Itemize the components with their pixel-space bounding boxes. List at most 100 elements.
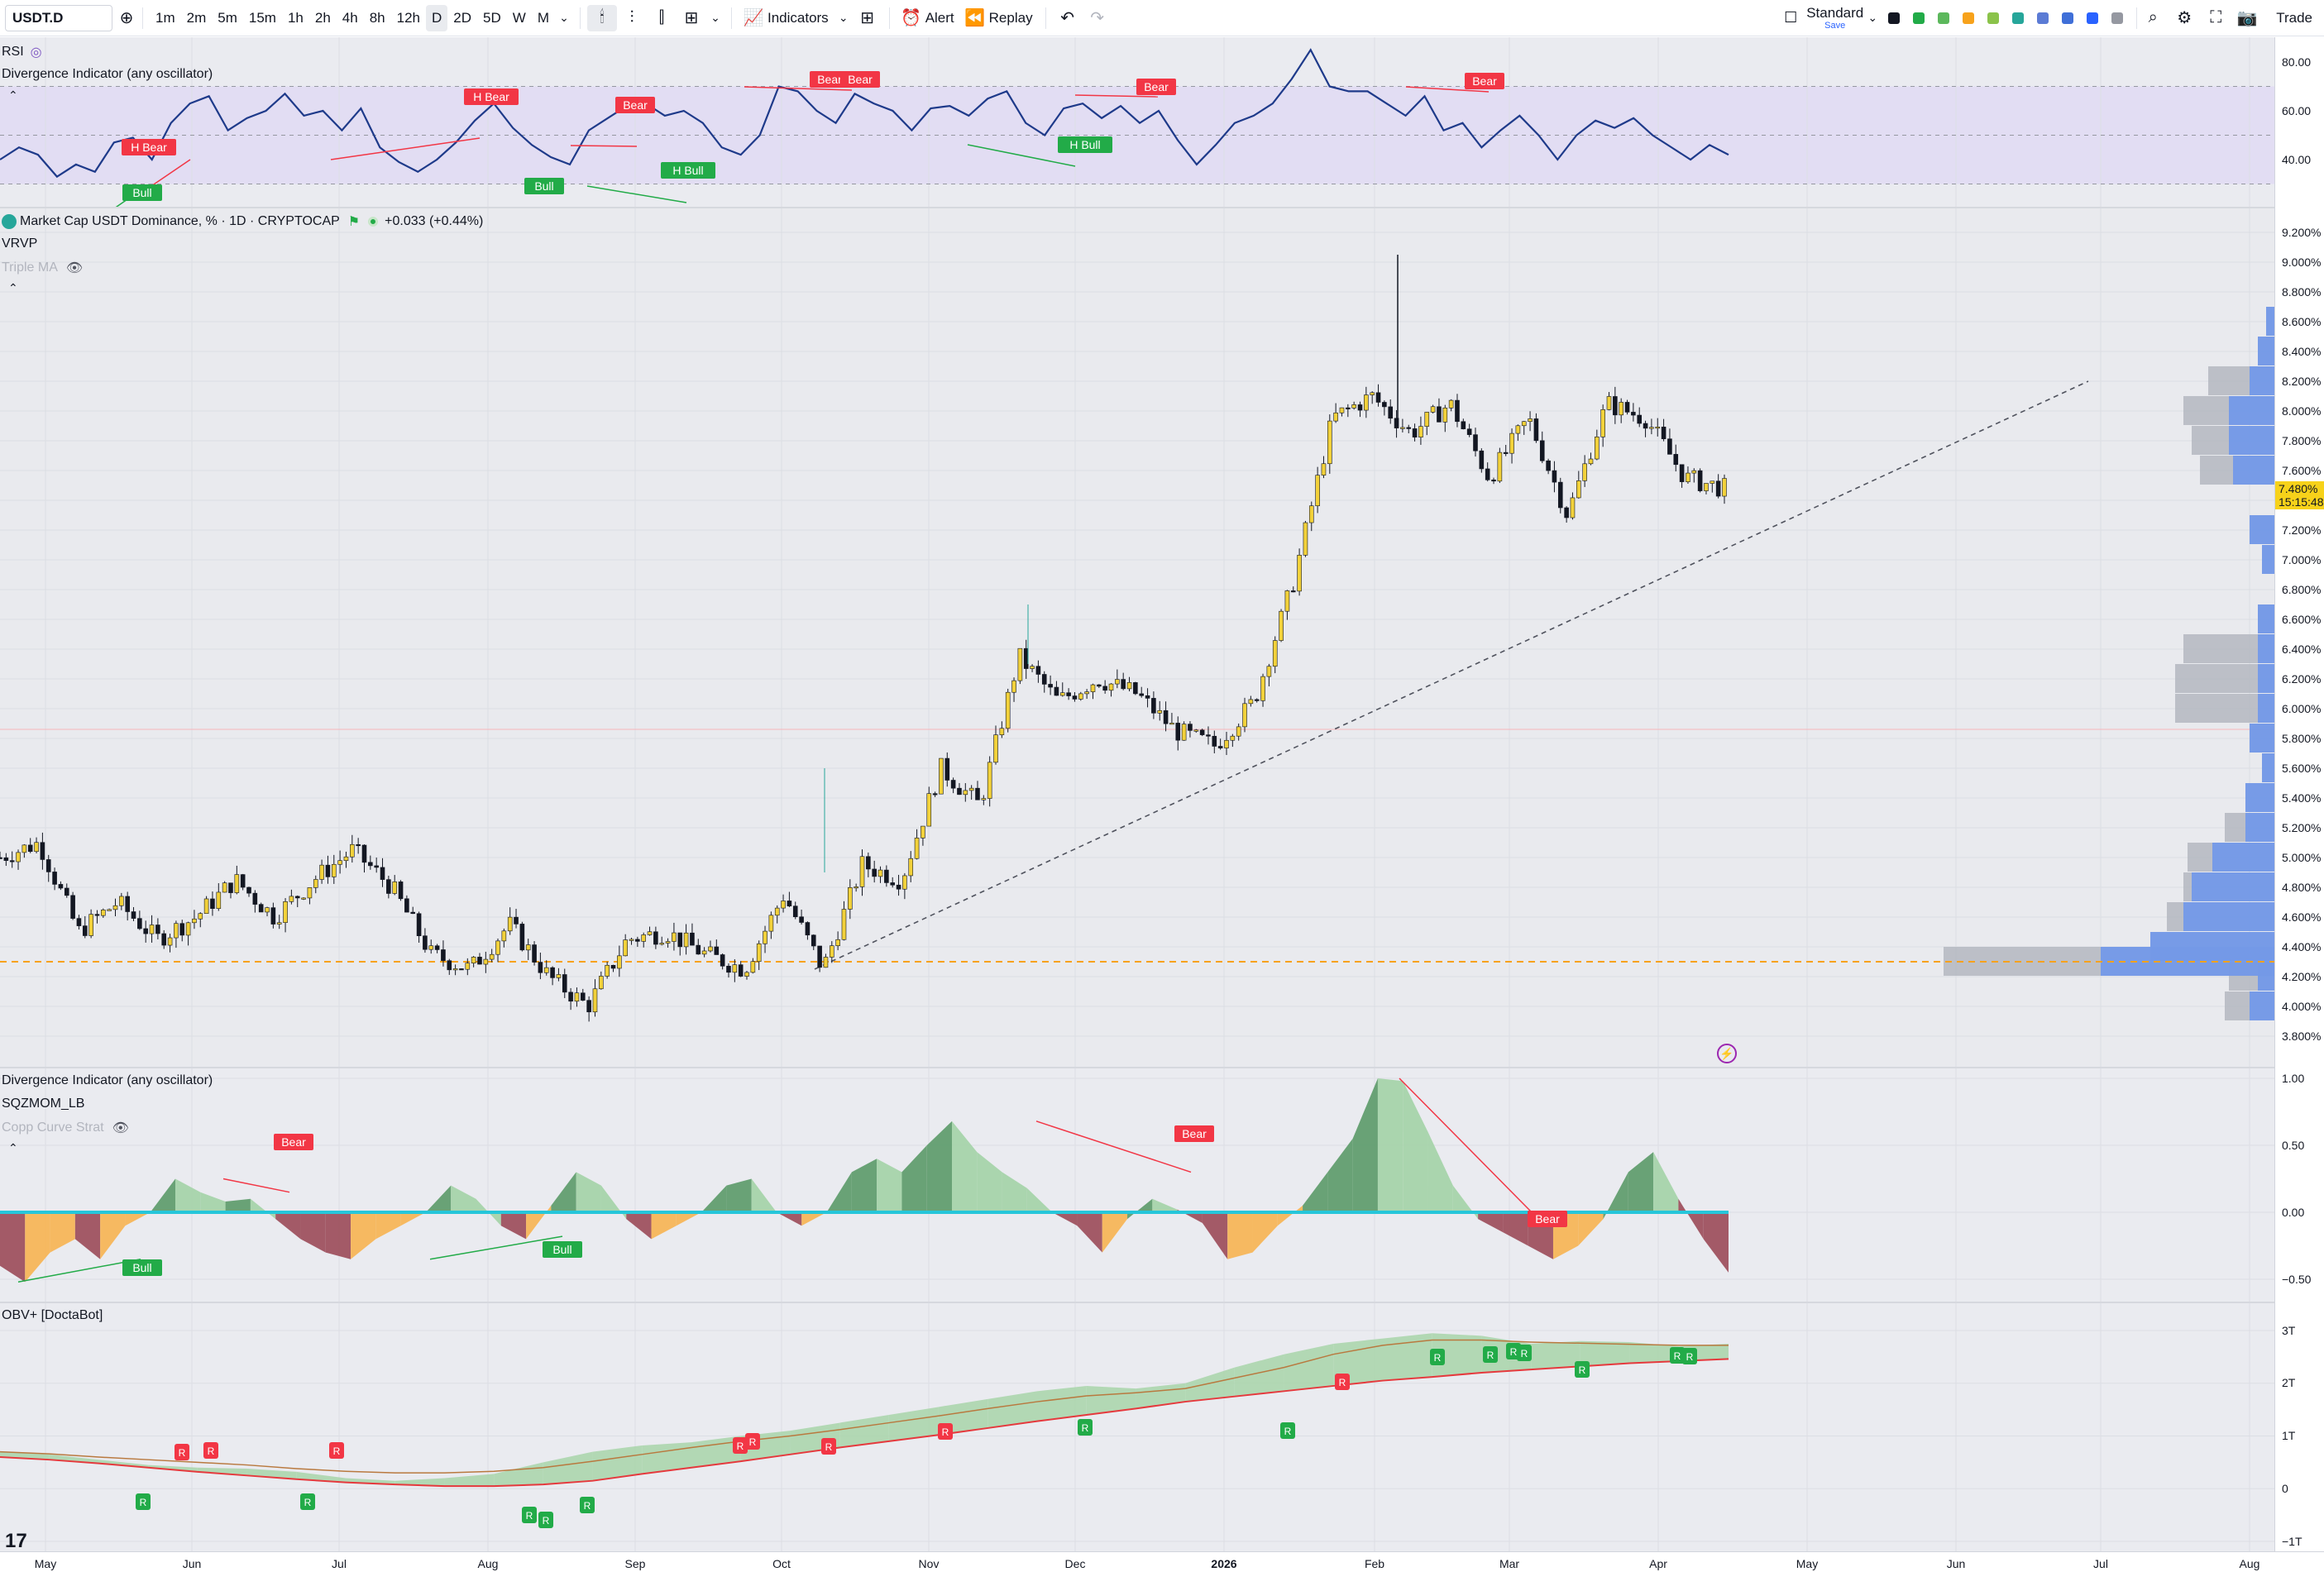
rsi-divergence-legend[interactable]: Divergence Indicator (any oscillator) xyxy=(0,67,213,82)
redo-button[interactable]: ↷ xyxy=(1083,5,1112,31)
chart-type-chevron-icon[interactable]: ⌄ xyxy=(710,11,720,24)
trade-button[interactable]: Trade xyxy=(2264,5,2324,31)
squeeze-momentum-pane[interactable]: Bear Bull Bull Bear Bear Divergence Indicato… xyxy=(0,1068,2274,1302)
toolbar-divider xyxy=(888,7,890,29)
candle-body xyxy=(1041,674,1047,685)
vrvp-legend[interactable]: VRVP xyxy=(0,237,37,251)
settings-gear-icon[interactable]: ⚙ xyxy=(2177,9,2192,27)
interval-15m-button[interactable]: 15m xyxy=(248,9,276,26)
watchlist-icon[interactable] xyxy=(1888,12,1901,24)
candles-chart-type-button[interactable]: 🕯 xyxy=(586,4,617,31)
symbol-search[interactable]: USDT.D xyxy=(5,4,112,31)
candle-body xyxy=(1557,481,1563,509)
obv-fill xyxy=(246,1469,297,1479)
indicators-chevron-icon[interactable]: ⌄ xyxy=(838,11,849,24)
compare-icon[interactable]: ⊕ xyxy=(119,9,134,27)
interval-2d-button[interactable]: 2D xyxy=(453,9,472,26)
main-collapse-chevron-icon[interactable]: ⌃ xyxy=(8,281,18,294)
interval-chevron-down-icon[interactable]: ⌄ xyxy=(559,11,569,24)
candle-body xyxy=(210,898,215,909)
main-price-pane[interactable]: Market Cap USDT Dominance, % · 1D · CRYP… xyxy=(0,208,2274,1067)
blue-doc-icon[interactable] xyxy=(2037,12,2049,24)
vrvp-bar-up xyxy=(2192,872,2274,901)
obv-legend[interactable]: OBV+ [DoctaBot] xyxy=(0,1308,103,1323)
quick-search-icon[interactable]: ⌕ xyxy=(2148,8,2158,26)
interval-2h-button[interactable]: 2h xyxy=(314,9,331,26)
blue-panel-icon[interactable] xyxy=(2062,12,2074,24)
candle-body xyxy=(805,922,811,936)
sqzmom-legend[interactable]: SQZMOM_LB xyxy=(0,1097,84,1111)
interval-5d-button[interactable]: 5D xyxy=(483,9,501,26)
candle-body xyxy=(1619,402,1623,416)
candle-body xyxy=(617,955,622,969)
candle-body xyxy=(301,897,306,900)
alarm-clock-icon: ⏰ xyxy=(901,9,922,27)
copp-curve-legend[interactable]: Copp Curve Strat 👁 xyxy=(0,1120,129,1136)
price-axis[interactable]: 80.00 60.00 40.00 9.200% 9.000% 8.800% 8.600% 8… xyxy=(2274,37,2324,1551)
lime-chart-icon[interactable] xyxy=(1987,12,2000,24)
teal-chart-icon[interactable] xyxy=(2012,12,2025,24)
indicators-button[interactable]: 📈 Indicators xyxy=(739,5,834,31)
layout-chevron-icon[interactable]: ⌄ xyxy=(1867,11,1878,24)
triple-ma-legend[interactable]: Triple MA 👁 xyxy=(0,260,83,276)
hollow-candles-button[interactable]: ⫿ xyxy=(647,5,677,31)
rsi-pane[interactable]: H Bear Bull H Bear Bull Bear H Bull Bear Bear Be… xyxy=(0,37,2274,207)
sqz-collapse-chevron-icon[interactable]: ⌃ xyxy=(8,1141,18,1154)
pine-icon[interactable] xyxy=(2111,12,2124,24)
rsi-settings-icon[interactable]: ◎ xyxy=(30,45,42,60)
templates-button[interactable]: ⊞ xyxy=(853,5,882,31)
pane-divider[interactable] xyxy=(0,1067,2324,1068)
alert-button[interactable]: ⏰ Alert xyxy=(897,5,960,31)
interval-5m-button[interactable]: 5m xyxy=(218,9,237,26)
candle-body xyxy=(22,844,27,853)
undo-button[interactable]: ↶ xyxy=(1053,5,1083,31)
time-tick: Jul xyxy=(2093,1557,2108,1570)
rsi-divergence-line xyxy=(1074,94,1159,98)
replay-button[interactable]: ⏪ Replay xyxy=(960,5,1039,31)
flag-icon[interactable]: ⚑ xyxy=(347,215,361,229)
interval-m-button[interactable]: M xyxy=(537,9,549,26)
green-flag-icon[interactable] xyxy=(1913,12,1925,24)
rsi-collapse-chevron-icon[interactable]: ⌃ xyxy=(8,88,18,102)
tradingview-logo[interactable]: 17 xyxy=(5,1530,27,1552)
interval-w-button[interactable]: W xyxy=(512,9,526,26)
sqz-divergence-legend[interactable]: Divergence Indicator (any oscillator) xyxy=(0,1073,213,1088)
price-chart[interactable] xyxy=(0,208,2274,1067)
layout-name-button[interactable]: Standard Save xyxy=(1806,6,1863,31)
orange-coin-icon[interactable] xyxy=(1963,12,1975,24)
interval-12h-button[interactable]: 12h xyxy=(396,9,421,26)
green-leaf-icon[interactable] xyxy=(1938,12,1950,24)
pane-divider[interactable] xyxy=(0,207,2324,208)
hidden-eye-icon[interactable]: 👁 xyxy=(112,1121,129,1135)
candle-body xyxy=(380,867,385,880)
candle-body xyxy=(185,922,191,936)
squeeze-momentum-chart[interactable]: Bear Bull Bull Bear Bear xyxy=(0,1068,2274,1302)
interval-8h-button[interactable]: 8h xyxy=(369,9,385,26)
camera-icon[interactable]: 📷 xyxy=(2236,9,2258,27)
interval-2m-button[interactable]: 2m xyxy=(186,9,207,26)
blue-screen-icon[interactable] xyxy=(2087,12,2099,24)
main-legend[interactable]: Market Cap USDT Dominance, % · 1D · CRYP… xyxy=(0,213,483,230)
pane-divider[interactable] xyxy=(0,1302,2324,1303)
interval-1h-button[interactable]: 1h xyxy=(287,9,304,26)
bars-chart-type-button[interactable]: ⫶ xyxy=(617,5,647,31)
lightning-icon[interactable]: ⚡ xyxy=(1717,1044,1737,1063)
time-tick: May xyxy=(34,1557,57,1570)
rsi-legend[interactable]: RSI ◎ xyxy=(0,44,42,60)
rsi-chart[interactable]: H Bear Bull H Bear Bull Bear H Bull Bear Bear Be… xyxy=(0,37,2274,207)
candle-body xyxy=(82,925,88,936)
interval-1m-button[interactable]: 1m xyxy=(155,9,175,26)
time-axis[interactable]: May Jun Jul Aug Sep Oct Nov Dec 2026 Feb Mar Apr May… xyxy=(0,1551,2324,1572)
hidden-eye-icon[interactable]: 👁 xyxy=(65,261,84,275)
interval-d-button[interactable]: D xyxy=(426,4,448,31)
vrvp-bar-up xyxy=(2229,396,2274,425)
fullscreen-icon[interactable]: ⛶ xyxy=(2210,8,2222,26)
interval-4h-button[interactable]: 4h xyxy=(342,9,358,26)
candle-body xyxy=(1199,729,1205,735)
candle-body xyxy=(902,875,907,890)
heikin-ashi-button[interactable]: ⊞ xyxy=(677,5,706,31)
vrvp-bar-up xyxy=(2212,843,2274,872)
layout-square-icon[interactable]: ☐ xyxy=(1784,9,1798,26)
